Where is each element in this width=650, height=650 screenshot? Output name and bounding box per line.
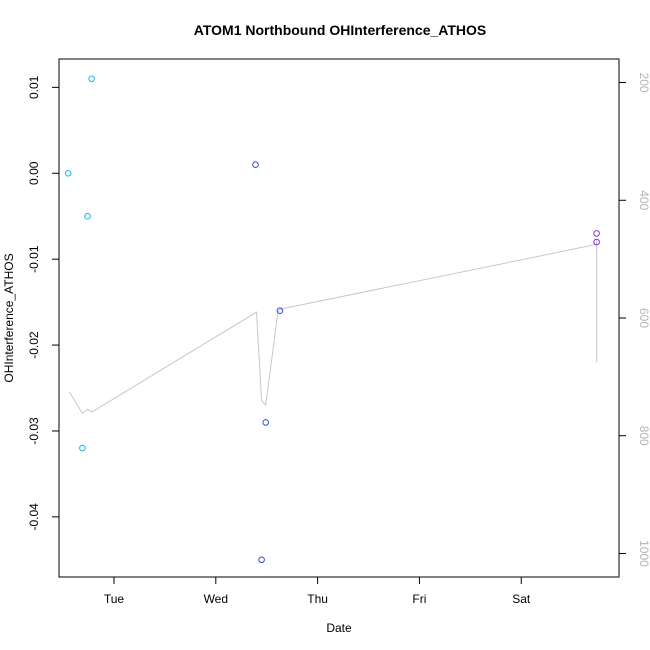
y-axis-label: OHInterference_ATHOS — [2, 253, 16, 382]
y-tick-label: 0.01 — [27, 75, 41, 99]
plot-frame — [58, 58, 620, 578]
y-right-tick-label: 400 — [637, 190, 650, 210]
plot-layer — [64, 75, 600, 564]
y-tick-label: -0.01 — [27, 245, 41, 273]
data-point — [276, 307, 284, 315]
y-right-tick-label: 800 — [637, 426, 650, 446]
data-point — [593, 238, 600, 246]
y-tick-label: -0.04 — [27, 503, 41, 531]
axes-layer: Tue Wed Thu Fri Sat 0.01 0.00 -0.01 -0.02 -0.03 -0… — [27, 73, 650, 606]
x-tick-label: Fri — [412, 592, 426, 606]
y-tick-label: -0.03 — [27, 417, 41, 445]
x-tick-label: Tue — [104, 592, 125, 606]
data-point — [79, 444, 86, 452]
y-right-tick-label: 600 — [637, 308, 650, 328]
y-right-tick-label: 1000 — [637, 540, 650, 567]
series-line — [68, 240, 598, 415]
y-tick-label: -0.02 — [27, 331, 41, 359]
y-tick-label: 0.00 — [27, 161, 41, 185]
data-point — [64, 170, 72, 177]
data-point — [84, 212, 91, 220]
data-point — [88, 75, 95, 83]
x-tick-label: Wed — [204, 592, 228, 606]
data-point — [252, 161, 259, 168]
chart-title: ATOM1 Northbound OHInterference_ATHOS — [194, 22, 486, 38]
y-right-tick-label: 200 — [637, 73, 650, 93]
data-point — [258, 556, 265, 564]
data-point — [593, 230, 600, 237]
x-axis-label: Date — [326, 621, 352, 635]
x-tick-label: Thu — [307, 592, 328, 606]
data-point — [262, 419, 270, 426]
x-tick-label: Sat — [512, 592, 531, 606]
